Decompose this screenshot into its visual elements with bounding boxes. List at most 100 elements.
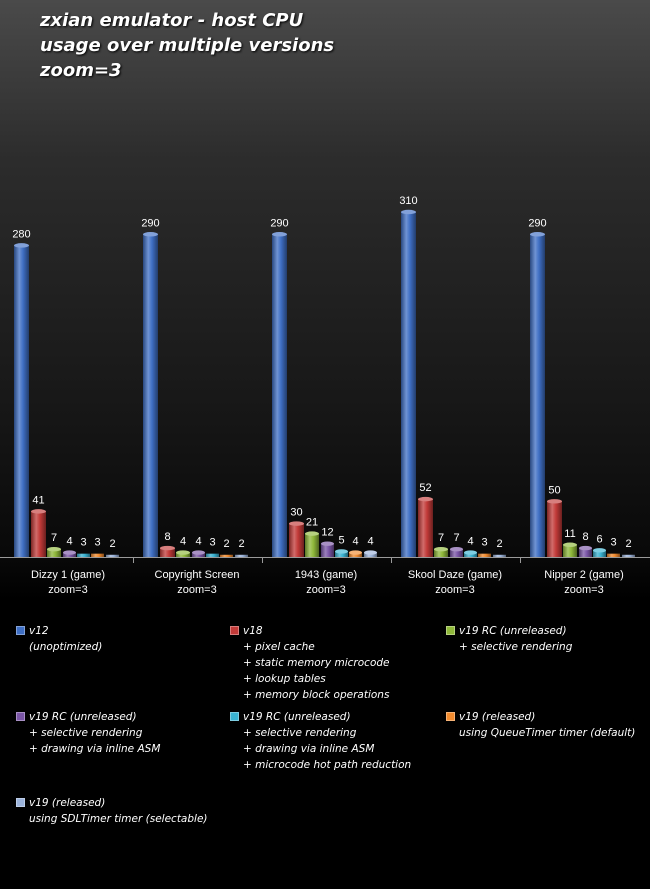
legend-text: + selective rendering: [29, 727, 143, 739]
legend-text: v19 RC (unreleased): [243, 711, 351, 723]
category-label: Copyright Screen zoom=3: [133, 568, 261, 598]
legend-swatch: [16, 712, 25, 721]
bar-cap: [450, 547, 463, 552]
data-label: 2: [238, 538, 244, 550]
data-label: 11: [564, 528, 575, 540]
data-label: 3: [481, 537, 487, 549]
category-label-line: Skool Daze (game): [407, 569, 503, 581]
bar: [593, 550, 606, 557]
bar: [206, 553, 219, 557]
category-label-line: Dizzy 1 (game): [31, 569, 105, 581]
bar: [289, 523, 304, 557]
bar-cap: [14, 243, 29, 248]
legend-swatch: [446, 712, 455, 721]
legend-text: v19 (released): [29, 797, 106, 809]
bar-cap: [305, 531, 319, 536]
bar-cap: [364, 550, 377, 555]
bar-cap: [143, 232, 158, 237]
bar: [579, 548, 592, 557]
data-label: 3: [209, 537, 215, 549]
bar-cap: [579, 545, 592, 551]
category-label-line: 1943 (game): [294, 569, 358, 581]
bar-cap: [401, 209, 416, 215]
data-label: 3: [80, 537, 86, 549]
legend-text: + memory block operations: [243, 689, 390, 701]
chart-title-line: zoom=3: [40, 60, 122, 81]
bar: [63, 552, 76, 557]
bar: [272, 234, 287, 558]
bar-cap: [272, 232, 287, 237]
legend-text: + microcode hot path reduction: [243, 759, 412, 771]
data-label: 4: [66, 536, 72, 548]
data-label: 2: [496, 538, 502, 550]
bar-cap: [289, 521, 304, 526]
bar-cap: [160, 545, 175, 551]
data-label: 4: [467, 536, 473, 548]
category-label-line: Copyright Screen: [154, 569, 240, 581]
bar: [160, 548, 175, 557]
data-label: 8: [582, 531, 588, 543]
bar: [547, 501, 562, 557]
data-label: 30: [290, 507, 302, 519]
category-label: Dizzy 1 (game) zoom=3: [4, 568, 132, 598]
category-label-line: zoom=3: [435, 584, 475, 596]
data-label: 4: [195, 536, 201, 548]
bar-cap: [31, 509, 46, 514]
data-label: 4: [180, 536, 186, 548]
data-label: 290: [528, 217, 546, 229]
category-label-line: zoom=3: [177, 584, 217, 596]
legend-item: v18 + pixel cache + static memory microcod…: [230, 623, 430, 703]
bar-cap: [418, 496, 433, 502]
legend-item: v19 RC (unreleased) + selective rendering: [446, 623, 646, 655]
bar: [401, 212, 416, 557]
bar: [305, 533, 319, 557]
data-label: 7: [453, 532, 459, 544]
bar-cap: [547, 499, 562, 504]
legend-item: v19 RC (unreleased) + selective rendering…: [230, 709, 430, 773]
bar-cap: [47, 547, 61, 552]
bar: [464, 552, 477, 557]
legend-text: v19 RC (unreleased): [459, 625, 567, 637]
data-label: 52: [419, 482, 431, 494]
legend-text: + selective rendering: [243, 727, 357, 739]
legend-swatch: [230, 626, 239, 635]
bar: [106, 554, 119, 557]
data-label: 290: [270, 217, 288, 229]
chart-title-line: zxian emulator - host CPU: [40, 10, 304, 31]
chart-title-line: usage over multiple versions: [40, 35, 335, 56]
legend-text: using QueueTimer timer (default): [459, 727, 636, 739]
legend-text: (unoptimized): [29, 641, 103, 653]
bar-cap: [434, 547, 448, 552]
data-label: 2: [223, 538, 229, 550]
category-label-line: zoom=3: [306, 584, 346, 596]
legend-item: v19 RC (unreleased) + selective rendering…: [16, 709, 216, 757]
legend-swatch: [446, 626, 455, 635]
legend-text: + drawing via inline ASM: [29, 743, 161, 755]
legend-text: v19 (released): [459, 711, 536, 723]
bar: [622, 554, 635, 557]
legend-text: + pixel cache: [243, 641, 315, 653]
legend-text: + drawing via inline ASM: [243, 743, 375, 755]
bar-cap: [192, 550, 205, 555]
legend-swatch: [230, 712, 239, 721]
bar: [91, 553, 104, 557]
bar-cap: [530, 232, 545, 237]
category-label: Skool Daze (game) zoom=3: [391, 568, 519, 598]
chart-title: zxian emulator - host CPU usage over mul…: [40, 8, 480, 83]
bar: [493, 554, 506, 557]
category-label: 1943 (game) zoom=3: [262, 568, 390, 598]
data-label: 5: [338, 534, 344, 546]
data-label: 280: [12, 228, 30, 240]
category-label: Nipper 2 (game) zoom=3: [520, 568, 648, 598]
bar: [450, 549, 463, 557]
legend-text: v18: [243, 625, 263, 637]
data-label: 3: [94, 537, 100, 549]
data-label: 41: [32, 494, 44, 506]
bar: [77, 553, 90, 557]
data-label: 2: [109, 538, 115, 550]
data-label: 8: [164, 531, 170, 543]
bar: [563, 544, 577, 557]
bar: [176, 552, 190, 557]
bar: [335, 551, 348, 557]
